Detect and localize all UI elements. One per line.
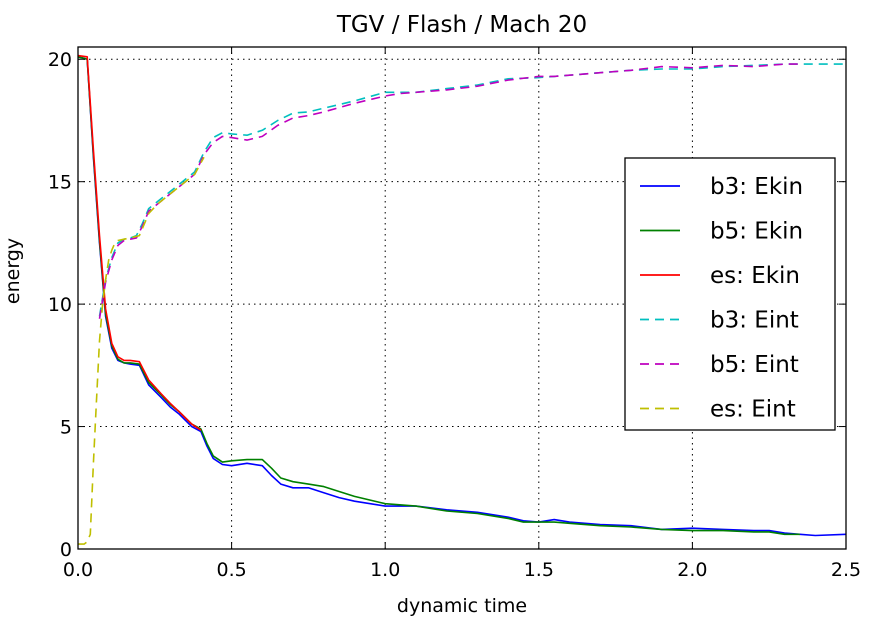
series-line-es-ekin <box>77 54 202 431</box>
x-tick-label: 2.0 <box>677 559 707 581</box>
series-line-b5-eint <box>98 63 800 319</box>
plot-area-frame <box>77 46 847 550</box>
x-axis-label: dynamic time <box>397 595 527 617</box>
x-tick-label: 0.0 <box>63 559 93 581</box>
y-axis-label: energy <box>2 238 24 304</box>
x-tick-label: 0.5 <box>216 559 246 581</box>
legend-label: b5: Eint <box>710 352 799 378</box>
legend-label: b5: Ekin <box>710 219 803 245</box>
chart-title: TGV / Flash / Mach 20 <box>336 12 587 38</box>
series-line-b5-ekin <box>77 56 800 536</box>
series-line-es-eint <box>78 156 205 545</box>
series-layer <box>77 54 847 545</box>
legend-label: es: Eint <box>710 397 796 423</box>
x-tick-label: 1.5 <box>524 559 554 581</box>
series-line-b3-eint <box>98 63 846 317</box>
y-tick-label: 10 <box>48 294 72 316</box>
y-tick-label: 20 <box>48 49 72 71</box>
y-tick-labels: 0 5 10 15 20 <box>48 49 72 561</box>
axis-ticks <box>77 47 847 550</box>
legend-box <box>624 157 836 431</box>
legend-label: b3: Ekin <box>710 174 803 200</box>
x-tick-label: 1.0 <box>370 559 400 581</box>
x-tick-labels: 0.0 0.5 1.0 1.5 2.0 2.5 <box>63 559 861 581</box>
legend-label: es: Ekin <box>710 263 800 289</box>
legend: b3: Ekin b5: Ekin es: Ekin b3: Eint b5: Eint… <box>624 157 836 431</box>
legend-label: b3: Eint <box>710 308 799 334</box>
x-tick-label: 2.5 <box>831 559 861 581</box>
y-tick-label: 15 <box>48 172 72 194</box>
y-tick-label: 0 <box>60 539 72 561</box>
y-tick-label: 5 <box>60 417 72 439</box>
